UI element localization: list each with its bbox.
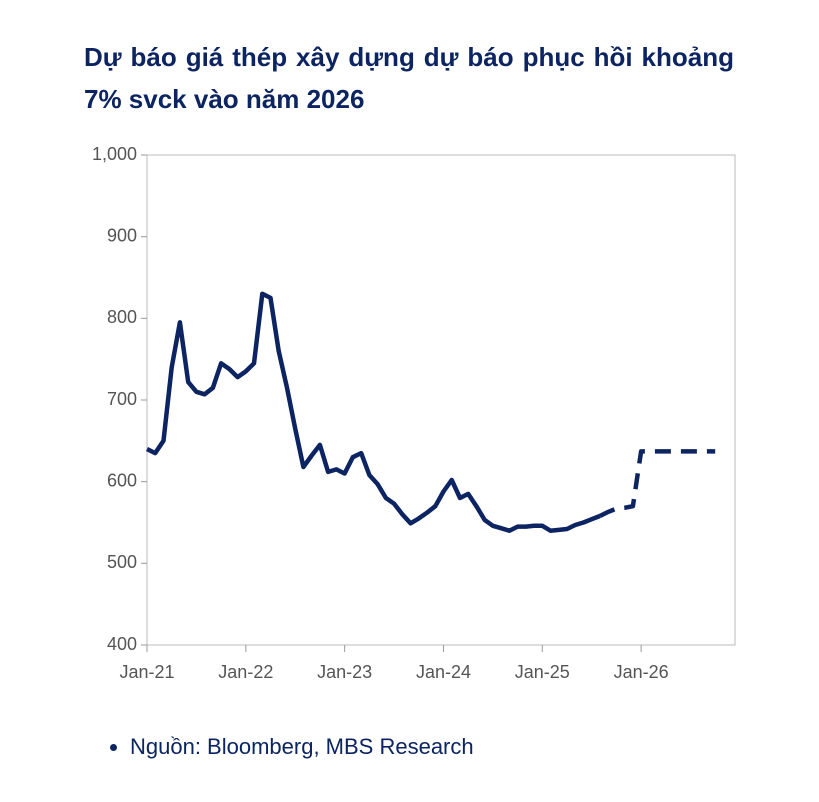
plot-frame bbox=[146, 154, 736, 646]
line-series bbox=[598, 449, 716, 519]
x-tick-label: Jan-23 bbox=[317, 662, 372, 682]
source-note: Nguồn: Bloomberg, MBS Research bbox=[130, 734, 474, 760]
y-tick-label: 1,000 bbox=[92, 144, 137, 164]
source-list: Nguồn: Bloomberg, MBS Research bbox=[60, 734, 474, 760]
x-tick-label: Jan-22 bbox=[218, 662, 273, 682]
y-tick-label: 500 bbox=[107, 552, 137, 572]
y-tick-label: 600 bbox=[107, 470, 137, 490]
y-tick-label: 400 bbox=[107, 634, 137, 654]
x-tick-label: Jan-26 bbox=[614, 662, 669, 682]
x-tick-label: Jan-24 bbox=[416, 662, 471, 682]
line-series bbox=[145, 291, 601, 533]
x-tick-label: Jan-21 bbox=[119, 662, 174, 682]
y-tick-label: 700 bbox=[107, 389, 137, 409]
y-tick-label: 900 bbox=[107, 225, 137, 245]
chart-title: Dự báo giá thép xây dựng dự báo phục hồi… bbox=[84, 42, 734, 114]
x-tick-label: Jan-25 bbox=[515, 662, 570, 682]
y-tick-label: 800 bbox=[107, 307, 137, 327]
